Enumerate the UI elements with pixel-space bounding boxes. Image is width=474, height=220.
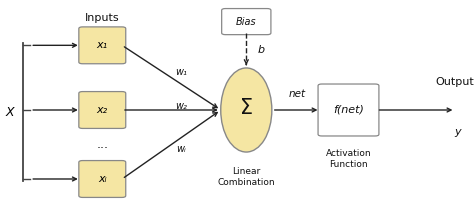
- FancyBboxPatch shape: [79, 92, 126, 128]
- FancyBboxPatch shape: [318, 84, 379, 136]
- Text: x₂: x₂: [97, 105, 108, 115]
- FancyBboxPatch shape: [79, 27, 126, 64]
- Text: wᵢ: wᵢ: [176, 144, 185, 154]
- Text: w₂: w₂: [175, 101, 187, 111]
- Text: Inputs: Inputs: [85, 13, 119, 23]
- Text: w₁: w₁: [175, 67, 187, 77]
- Text: ...: ...: [96, 138, 108, 151]
- Text: x₁: x₁: [97, 40, 108, 50]
- Text: f(net): f(net): [333, 105, 364, 115]
- Text: xᵢ: xᵢ: [98, 174, 107, 184]
- Text: X: X: [5, 106, 14, 119]
- Text: b: b: [258, 46, 265, 55]
- Text: y: y: [455, 126, 461, 137]
- Text: Σ: Σ: [240, 98, 253, 118]
- Text: net: net: [288, 89, 305, 99]
- Ellipse shape: [221, 68, 272, 152]
- Text: Bias: Bias: [236, 16, 256, 27]
- FancyBboxPatch shape: [79, 161, 126, 197]
- Text: Outputs: Outputs: [436, 77, 474, 87]
- Text: Activation
Function: Activation Function: [326, 149, 371, 169]
- FancyBboxPatch shape: [222, 9, 271, 35]
- Text: Linear
Combination: Linear Combination: [218, 167, 275, 187]
